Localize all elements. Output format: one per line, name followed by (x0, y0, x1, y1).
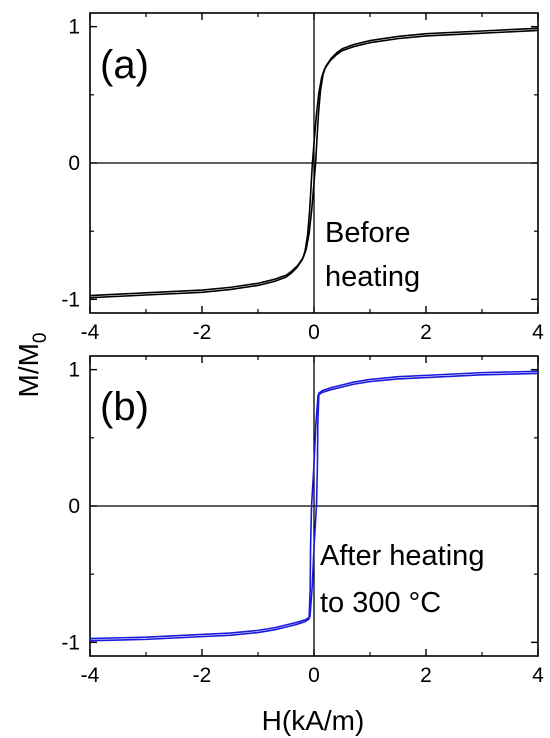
y-axis-label-main: M/M (13, 343, 44, 397)
y-tick-label: -1 (61, 631, 80, 654)
panel-b: -4 -2 0 2 4 -1 0 1 (b) After heating to 300 °C (61, 355, 544, 687)
y-tick-label: 0 (68, 495, 80, 518)
annotation-line: Before (325, 217, 410, 249)
x-tick-label: 2 (420, 664, 432, 687)
x-axis-label: H(kA/m) (262, 705, 365, 736)
y-axis-label-subscript: 0 (30, 332, 51, 343)
x-tick-label: -4 (81, 664, 100, 687)
x-tick-label: -2 (193, 321, 212, 344)
x-tick-label: -2 (193, 664, 212, 687)
series-line-ascending (89, 29, 539, 299)
panel-label: (a) (100, 43, 149, 87)
annotation-line: to 300 °C (320, 587, 441, 619)
x-tick-label: -4 (81, 321, 100, 344)
panel-a: -4 -2 0 2 4 -1 0 1 (a) Before heating (61, 12, 544, 344)
series-line-descending (89, 27, 539, 297)
y-tick-label: 1 (68, 16, 80, 39)
series-line-ascending (89, 372, 538, 642)
x-tick-label: 0 (308, 321, 320, 344)
annotation-line: After heating (320, 540, 484, 572)
x-tick-label: 2 (420, 321, 432, 344)
panel-label: (b) (100, 385, 149, 429)
annotation-line: heating (325, 261, 420, 293)
series-line-descending (90, 370, 539, 640)
y-tick-label: -1 (61, 288, 80, 311)
x-tick-label: 4 (532, 664, 544, 687)
x-tick-label: 0 (308, 664, 320, 687)
y-axis-label: M/M0 (13, 332, 51, 397)
x-tick-label: 4 (532, 321, 544, 344)
y-tick-label: 1 (68, 359, 80, 382)
y-tick-label: 0 (68, 152, 80, 175)
